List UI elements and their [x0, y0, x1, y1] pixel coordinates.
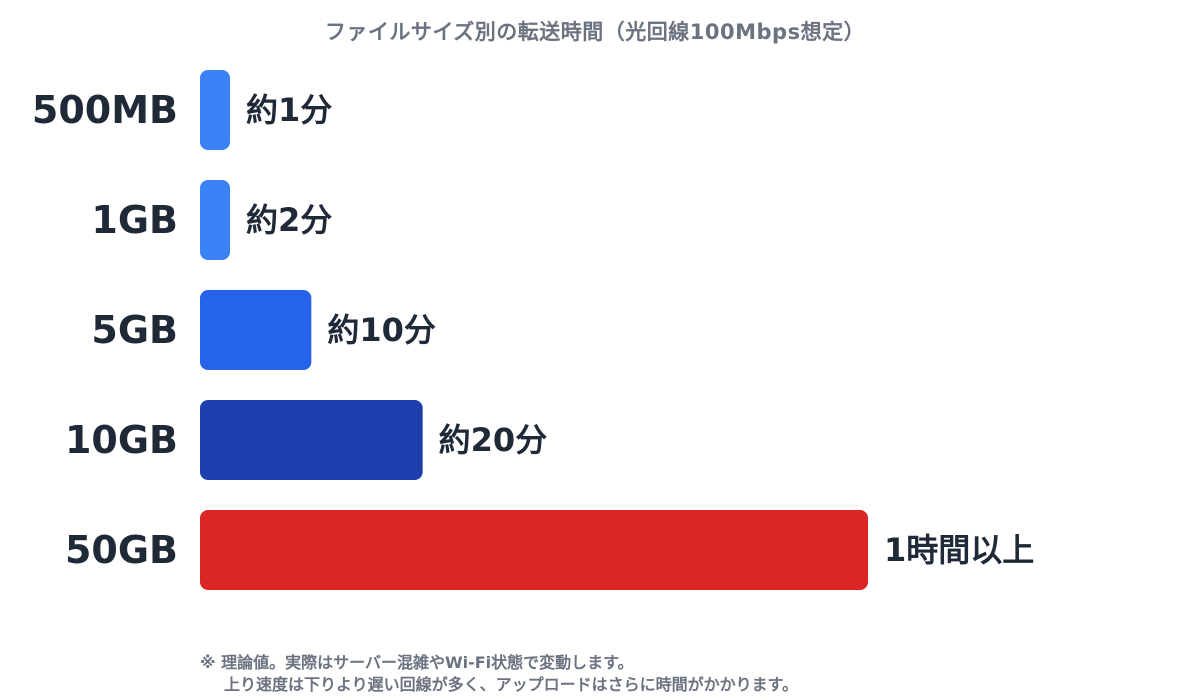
footnote-line-2: 上り速度は下りより遅い回線が多く、アップロードはさらに時間がかかります。 [224, 675, 799, 694]
bar [200, 400, 423, 480]
footnote-line-1: ※ 理論値。実際はサーバー混雑やWi-Fi状態で変動します。 [200, 653, 634, 672]
category-label: 1GB [91, 198, 178, 242]
bar [200, 180, 230, 260]
value-label: 約2分 [246, 201, 332, 239]
footnote: ※ 理論値。実際はサーバー混雑やWi-Fi状態で変動します。 上り速度は下りより… [200, 652, 798, 696]
category-label: 5GB [91, 308, 178, 352]
bar [200, 70, 230, 150]
category-label: 500MB [32, 88, 178, 132]
category-label: 50GB [65, 528, 178, 572]
value-label: 約20分 [439, 421, 548, 459]
bar [200, 510, 868, 590]
bar [200, 290, 312, 370]
category-label: 10GB [65, 418, 178, 462]
value-label: 約1分 [246, 91, 332, 129]
value-label: 約10分 [327, 311, 436, 349]
chart-title: ファイルサイズ別の転送時間（光回線100Mbps想定） [324, 20, 866, 44]
value-label: 1時間以上 [884, 531, 1034, 569]
